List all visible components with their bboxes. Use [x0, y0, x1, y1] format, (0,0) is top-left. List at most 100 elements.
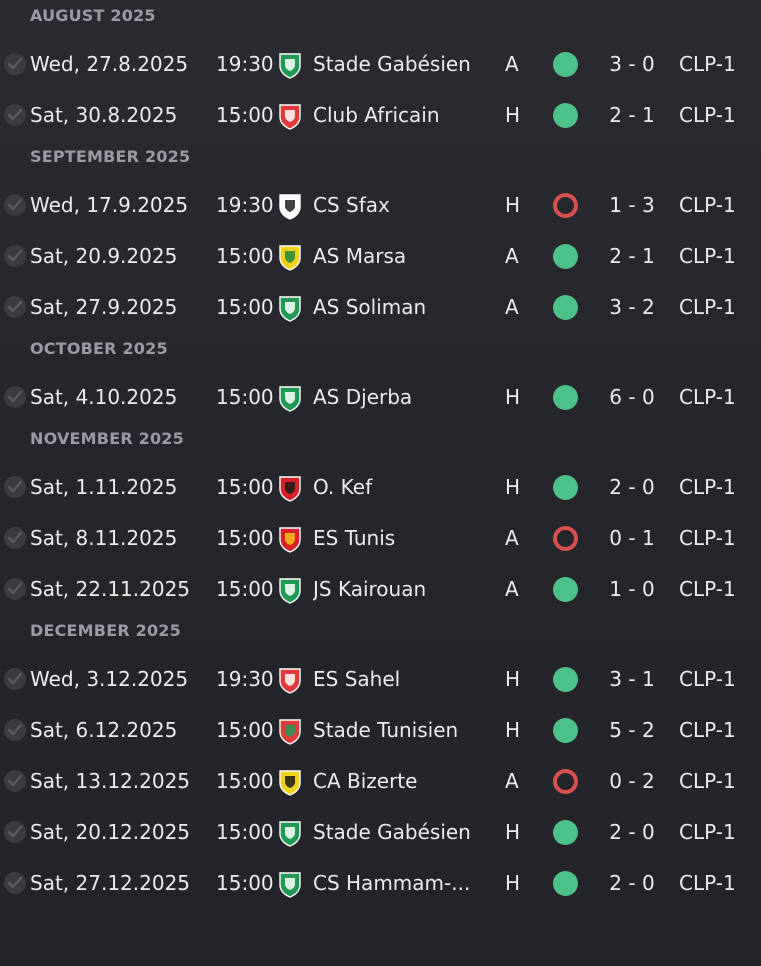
competition-label[interactable]: CLP-1 — [679, 244, 736, 268]
match-score[interactable]: 2 - 1 — [609, 103, 655, 127]
fixture-row[interactable]: Sat, 8.11.2025 15:00 ES Tunis A 0 - 1 CLP-1 — [0, 513, 761, 564]
check-icon — [4, 53, 26, 75]
match-date: Sat, 20.12.2025 — [30, 820, 191, 844]
team-badge-icon[interactable] — [276, 666, 304, 694]
fixture-row[interactable]: Wed, 17.9.2025 19:30 CS Sfax H 1 - 3 CLP-1 — [0, 180, 761, 231]
opponent-name[interactable]: CS Sfax — [313, 193, 390, 217]
opponent-name[interactable]: CS Hammam-... — [313, 871, 471, 895]
kickoff-time: 15:00 — [216, 769, 274, 793]
fixture-row[interactable]: Sat, 4.10.2025 15:00 AS Djerba H 6 - 0 CLP-1 — [0, 372, 761, 423]
match-score[interactable]: 3 - 1 — [609, 667, 655, 691]
win-dot-icon — [553, 718, 578, 743]
match-score[interactable]: 1 - 0 — [609, 577, 655, 601]
team-badge-icon[interactable] — [276, 294, 304, 322]
team-badge-icon[interactable] — [276, 576, 304, 604]
competition-label[interactable]: CLP-1 — [679, 52, 736, 76]
check-icon — [4, 194, 26, 216]
team-badge-icon[interactable] — [276, 768, 304, 796]
opponent-name[interactable]: O. Kef — [313, 475, 373, 499]
fixture-row[interactable]: Sat, 1.11.2025 15:00 O. Kef H 2 - 0 CLP-1 — [0, 462, 761, 513]
match-score[interactable]: 2 - 0 — [609, 475, 655, 499]
match-date: Sat, 22.11.2025 — [30, 577, 191, 601]
competition-label[interactable]: CLP-1 — [679, 871, 736, 895]
competition-label[interactable]: CLP-1 — [679, 820, 736, 844]
kickoff-time: 15:00 — [216, 295, 274, 319]
opponent-name[interactable]: AS Marsa — [313, 244, 407, 268]
match-score[interactable]: 3 - 0 — [609, 52, 655, 76]
match-score[interactable]: 5 - 2 — [609, 718, 655, 742]
team-badge-icon[interactable] — [276, 102, 304, 130]
venue-indicator: H — [505, 193, 521, 217]
match-date: Sat, 30.8.2025 — [30, 103, 178, 127]
competition-label[interactable]: CLP-1 — [679, 193, 736, 217]
competition-label[interactable]: CLP-1 — [679, 577, 736, 601]
competition-label[interactable]: CLP-1 — [679, 667, 736, 691]
venue-indicator: A — [505, 52, 519, 76]
match-score[interactable]: 0 - 2 — [609, 769, 655, 793]
fixture-row[interactable]: Sat, 27.12.2025 15:00 CS Hammam-... H 2 - 0 C… — [0, 858, 761, 909]
fixture-row[interactable]: Sat, 13.12.2025 15:00 CA Bizerte A 0 - 2 CLP-… — [0, 756, 761, 807]
venue-indicator: H — [505, 667, 521, 691]
kickoff-time: 15:00 — [216, 526, 274, 550]
check-icon — [4, 386, 26, 408]
venue-indicator: H — [505, 820, 521, 844]
kickoff-time: 15:00 — [216, 103, 274, 127]
match-date: Sat, 6.12.2025 — [30, 718, 178, 742]
team-badge-icon[interactable] — [276, 870, 304, 898]
opponent-name[interactable]: Stade Gabésien — [313, 820, 471, 844]
loss-ring-icon — [553, 526, 578, 551]
competition-label[interactable]: CLP-1 — [679, 475, 736, 499]
team-badge-icon[interactable] — [276, 243, 304, 271]
fixture-row[interactable]: Sat, 20.12.2025 15:00 Stade Gabésien H 2 - 0… — [0, 807, 761, 858]
opponent-name[interactable]: Stade Gabésien — [313, 52, 471, 76]
kickoff-time: 19:30 — [216, 52, 274, 76]
win-dot-icon — [553, 820, 578, 845]
match-score[interactable]: 2 - 0 — [609, 820, 655, 844]
team-badge-icon[interactable] — [276, 384, 304, 412]
match-score[interactable]: 2 - 0 — [609, 871, 655, 895]
opponent-name[interactable]: CA Bizerte — [313, 769, 418, 793]
fixture-row[interactable]: Sat, 27.9.2025 15:00 AS Soliman A 3 - 2 CLP-1 — [0, 282, 761, 333]
team-badge-icon[interactable] — [276, 717, 304, 745]
check-icon — [4, 821, 26, 843]
competition-label[interactable]: CLP-1 — [679, 769, 736, 793]
opponent-name[interactable]: AS Soliman — [313, 295, 427, 319]
opponent-name[interactable]: JS Kairouan — [313, 577, 427, 601]
competition-label[interactable]: CLP-1 — [679, 385, 736, 409]
fixture-row[interactable]: Wed, 27.8.2025 19:30 Stade Gabésien A 3 - 0 C… — [0, 39, 761, 90]
venue-indicator: A — [505, 769, 519, 793]
opponent-name[interactable]: AS Djerba — [313, 385, 413, 409]
opponent-name[interactable]: Stade Tunisien — [313, 718, 459, 742]
match-score[interactable]: 0 - 1 — [609, 526, 655, 550]
competition-label[interactable]: CLP-1 — [679, 526, 736, 550]
fixture-row[interactable]: Sat, 22.11.2025 15:00 JS Kairouan A 1 - 0 CLP… — [0, 564, 761, 615]
win-dot-icon — [553, 475, 578, 500]
check-icon — [4, 104, 26, 126]
team-badge-icon[interactable] — [276, 525, 304, 553]
match-score[interactable]: 1 - 3 — [609, 193, 655, 217]
team-badge-icon[interactable] — [276, 474, 304, 502]
competition-label[interactable]: CLP-1 — [679, 718, 736, 742]
opponent-name[interactable]: Club Africain — [313, 103, 440, 127]
fixture-row[interactable]: Wed, 3.12.2025 19:30 ES Sahel H 3 - 1 CLP-1 — [0, 654, 761, 705]
competition-label[interactable]: CLP-1 — [679, 295, 736, 319]
fixture-row[interactable]: Sat, 30.8.2025 15:00 Club Africain H 2 - 1 CL… — [0, 90, 761, 141]
kickoff-time: 15:00 — [216, 871, 274, 895]
win-dot-icon — [553, 295, 578, 320]
match-date: Wed, 3.12.2025 — [30, 667, 189, 691]
competition-label[interactable]: CLP-1 — [679, 103, 736, 127]
team-badge-icon[interactable] — [276, 192, 304, 220]
opponent-name[interactable]: ES Sahel — [313, 667, 401, 691]
team-badge-icon[interactable] — [276, 819, 304, 847]
venue-indicator: A — [505, 295, 519, 319]
check-icon — [4, 668, 26, 690]
fixture-row[interactable]: Sat, 6.12.2025 15:00 Stade Tunisien H 5 - 2 C… — [0, 705, 761, 756]
opponent-name[interactable]: ES Tunis — [313, 526, 396, 550]
team-badge-icon[interactable] — [276, 51, 304, 79]
match-date: Wed, 17.9.2025 — [30, 193, 189, 217]
match-score[interactable]: 6 - 0 — [609, 385, 655, 409]
match-score[interactable]: 3 - 2 — [609, 295, 655, 319]
fixture-row[interactable]: Sat, 20.9.2025 15:00 AS Marsa A 2 - 1 CLP-1 — [0, 231, 761, 282]
check-icon — [4, 476, 26, 498]
match-score[interactable]: 2 - 1 — [609, 244, 655, 268]
